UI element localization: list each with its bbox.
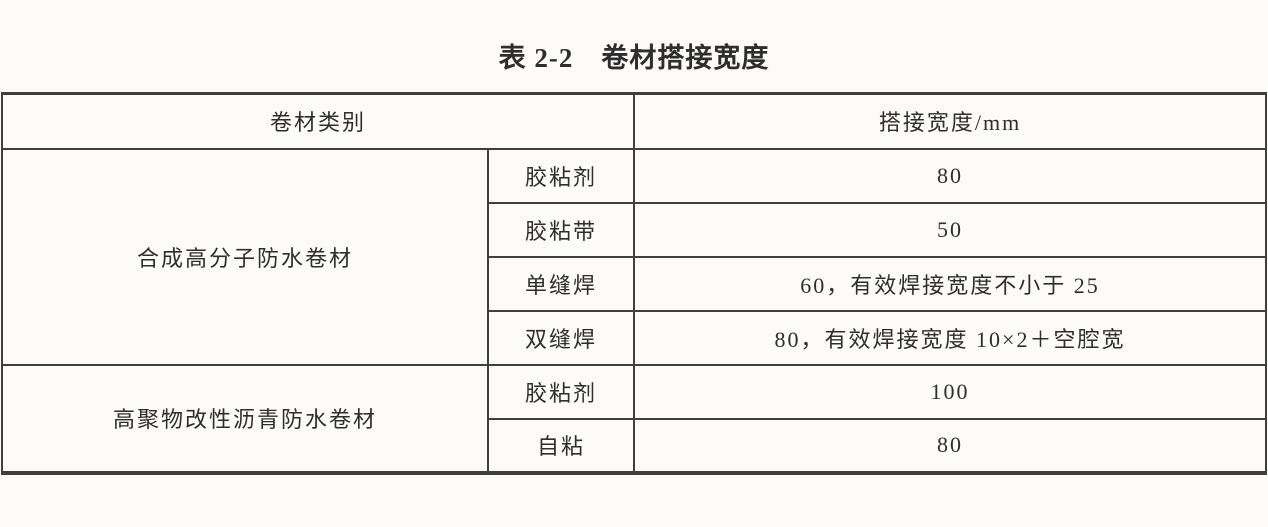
value-cell: 100 <box>633 363 1268 420</box>
method-cell: 胶粘带 <box>486 201 636 258</box>
table-row: 单缝焊 60，有效焊接宽度不小于 25 <box>2 255 1268 312</box>
table-caption: 表 2-2 卷材搭接宽度 <box>498 43 770 73</box>
column-header-category: 卷材类别 <box>0 92 636 150</box>
value-cell: 80 <box>633 417 1268 474</box>
value-cell: 60，有效焊接宽度不小于 25 <box>633 255 1268 312</box>
method-cell: 胶粘剂 <box>486 147 636 204</box>
table-row: 胶粘带 50 <box>2 201 1268 258</box>
column-header-lap-width: 搭接宽度/mm <box>633 92 1268 150</box>
method-cell: 自粘 <box>486 417 636 474</box>
value-cell: 80，有效焊接宽度 10×2＋空腔宽 <box>633 309 1268 366</box>
table-row: 高聚物改性沥青防水卷材 胶粘剂 100 <box>1 363 1268 474</box>
value-cell: 80 <box>633 147 1268 204</box>
category-cell-synthetic-polymer: 合成高分子防水卷材 <box>1 147 489 366</box>
table-row: 合成高分子防水卷材 胶粘剂 80 <box>1 147 1268 366</box>
category-cell-modified-bitumen: 高聚物改性沥青防水卷材 <box>1 363 489 474</box>
table-row: 双缝焊 80，有效焊接宽度 10×2＋空腔宽 <box>2 309 1268 366</box>
value-cell: 50 <box>633 201 1268 258</box>
table-row: 自粘 80 <box>2 417 1268 474</box>
method-cell: 单缝焊 <box>486 255 636 312</box>
lap-width-table: 卷材类别 搭接宽度/mm 合成高分子防水卷材 胶粘剂 80 胶粘带 50 单缝焊… <box>0 92 1268 475</box>
method-cell: 双缝焊 <box>486 309 636 366</box>
header-row: 卷材类别 搭接宽度/mm <box>0 92 1268 150</box>
method-cell: 胶粘剂 <box>486 363 636 420</box>
